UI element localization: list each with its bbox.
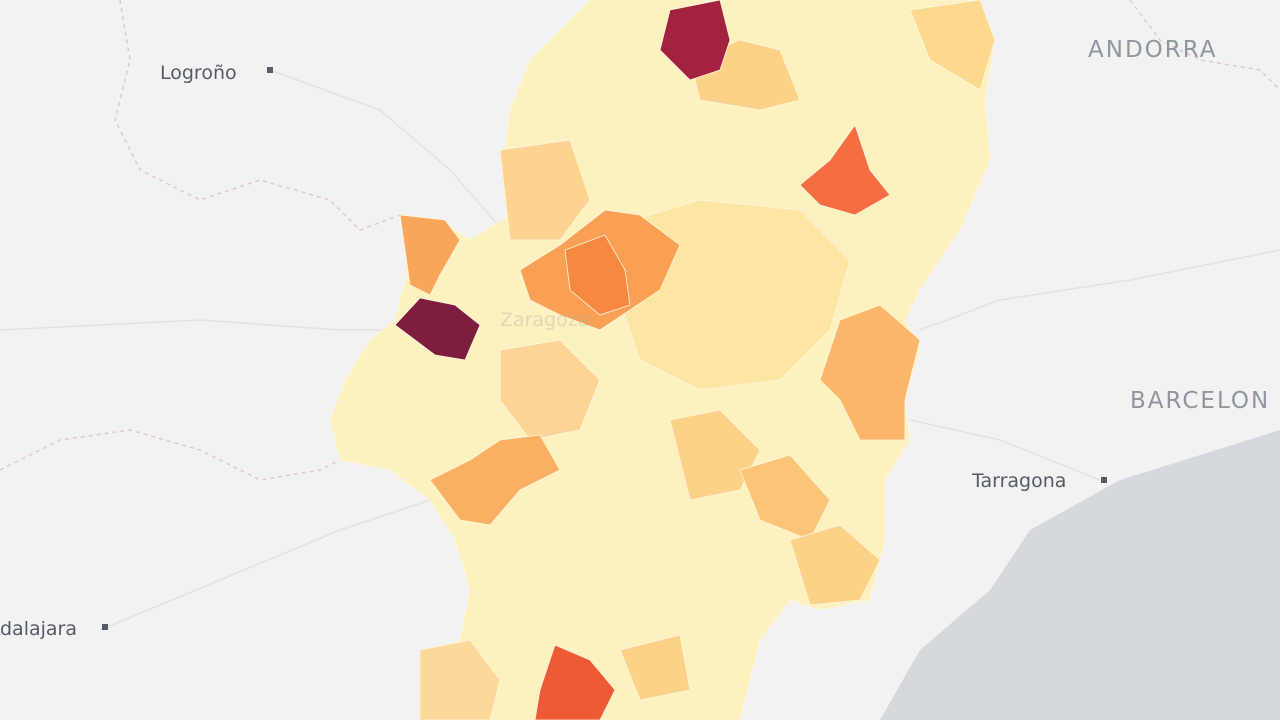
region bbox=[499, 339, 601, 441]
roads bbox=[0, 69, 1280, 631]
region bbox=[819, 304, 921, 441]
region bbox=[799, 124, 891, 216]
region bbox=[399, 214, 461, 296]
region bbox=[909, 0, 996, 91]
region bbox=[419, 639, 501, 720]
city-dot bbox=[1101, 477, 1107, 483]
region bbox=[564, 234, 631, 316]
region bbox=[739, 454, 831, 541]
city-label: Logroño bbox=[160, 62, 237, 84]
city-dot bbox=[102, 624, 108, 630]
region bbox=[619, 634, 691, 701]
region bbox=[429, 434, 561, 526]
choropleth bbox=[329, 0, 996, 720]
city-label: Tarragona bbox=[971, 470, 1066, 492]
borders bbox=[0, 0, 1280, 481]
city-label: BARCELON bbox=[1130, 388, 1270, 414]
sea bbox=[880, 430, 1280, 720]
region bbox=[534, 644, 616, 720]
region bbox=[789, 524, 881, 606]
region bbox=[499, 139, 591, 241]
region bbox=[394, 297, 481, 361]
region bbox=[659, 0, 731, 81]
city-label: Zaragoza bbox=[500, 309, 589, 331]
labels: Logroño ANDORRA Zaragoza BARCELON Tarrag… bbox=[0, 37, 1270, 640]
country-label: ANDORRA bbox=[1088, 37, 1218, 63]
city-label: dalajara bbox=[0, 618, 77, 640]
city-dot bbox=[267, 67, 273, 73]
